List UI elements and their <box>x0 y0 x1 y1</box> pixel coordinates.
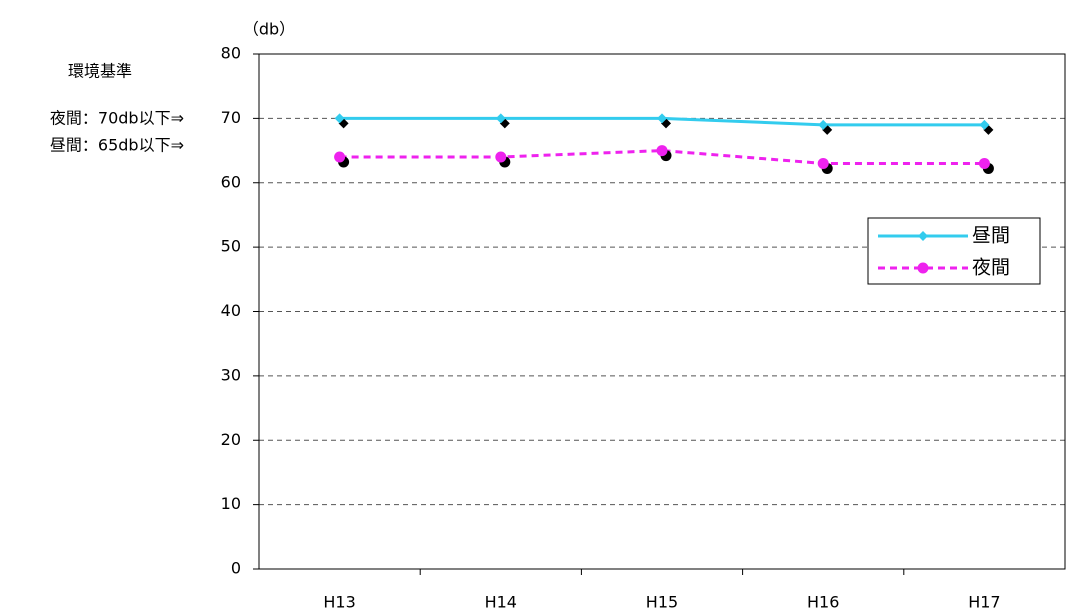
marker <box>978 157 990 169</box>
plot-border <box>258 53 1066 570</box>
annotation: 昼間：65db以下⇒ <box>50 136 184 155</box>
annotation: 環境基準 <box>68 62 132 81</box>
x-tick-label: H17 <box>968 593 1000 612</box>
legend-marker <box>918 231 928 241</box>
marker <box>817 157 829 169</box>
y-tick-label: 30 <box>221 365 241 384</box>
y-tick-label: 10 <box>221 494 241 513</box>
y-tick-label: 20 <box>221 430 241 449</box>
y-tick-label: 50 <box>221 237 241 256</box>
x-tick-label: H15 <box>646 593 678 612</box>
marker <box>334 113 345 124</box>
x-tick-label: H14 <box>485 593 517 612</box>
legend-label: 夜間 <box>972 257 1010 279</box>
y-tick-label: 60 <box>221 172 241 191</box>
x-tick-label: H16 <box>807 593 839 612</box>
legend-marker <box>917 262 929 274</box>
marker <box>334 151 346 163</box>
marker <box>495 113 506 124</box>
marker <box>656 145 668 157</box>
marker <box>495 151 507 163</box>
annotation: 夜間：70db以下⇒ <box>50 109 184 128</box>
marker <box>979 119 990 130</box>
marker <box>818 119 829 130</box>
y-axis-label: （db） <box>243 20 295 39</box>
legend-box <box>867 217 1041 285</box>
y-tick-label: 80 <box>221 44 241 63</box>
legend-label: 昼間 <box>972 225 1010 247</box>
y-tick-label: 0 <box>231 559 241 578</box>
x-tick-label: H13 <box>323 593 355 612</box>
y-tick-label: 40 <box>221 301 241 320</box>
y-tick-label: 70 <box>221 108 241 127</box>
marker <box>657 113 667 124</box>
